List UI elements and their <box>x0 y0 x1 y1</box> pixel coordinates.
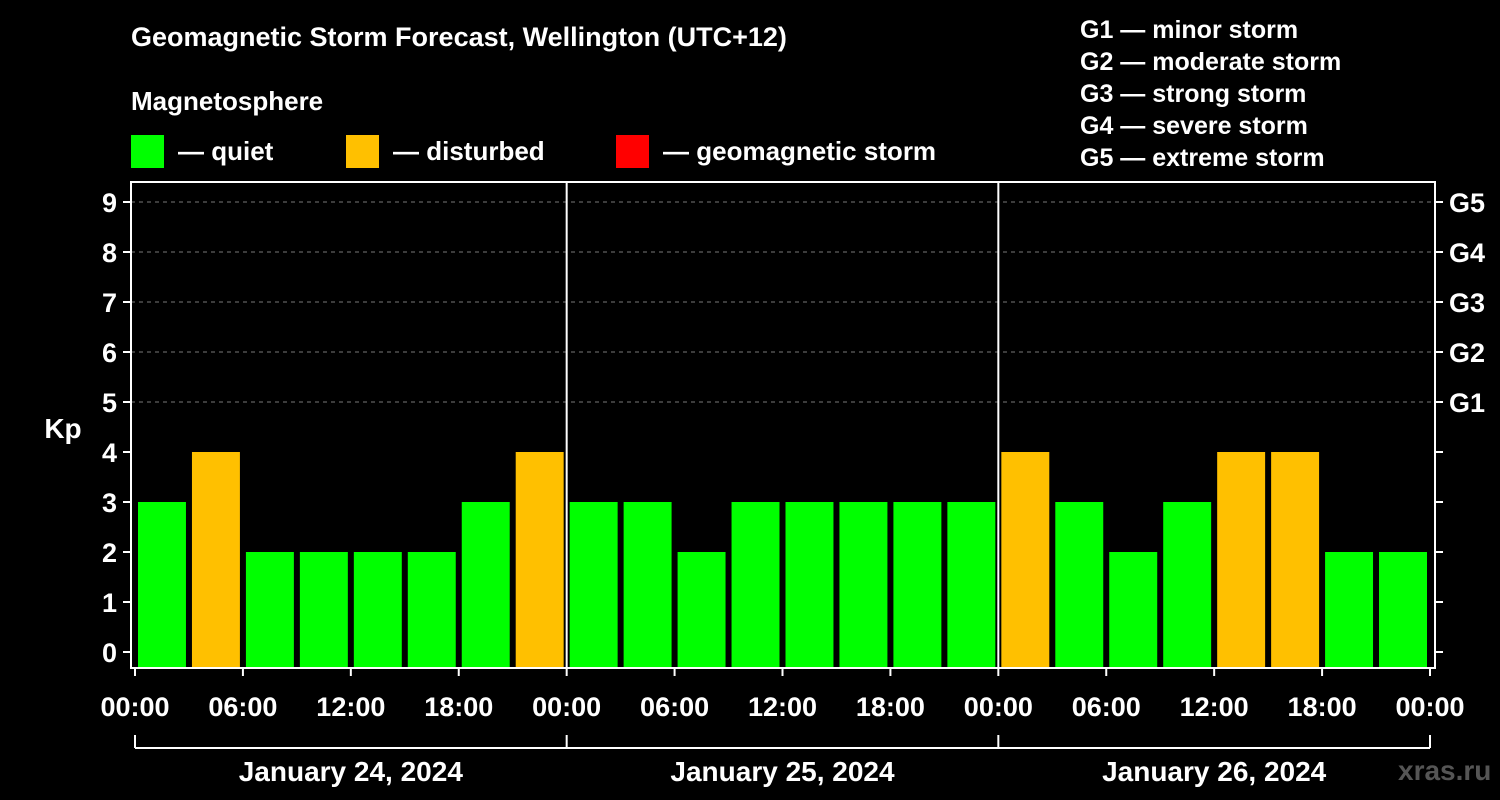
bar-kp <box>1109 552 1158 668</box>
bar-kp <box>1055 502 1104 668</box>
bar-kp <box>407 552 456 668</box>
y-tick-label: 1 <box>102 588 117 618</box>
bar-kp <box>785 502 834 668</box>
day-label: January 26, 2024 <box>1102 756 1327 787</box>
storm-level-label: G3 <box>1449 288 1485 318</box>
x-tick-label: 18:00 <box>856 692 925 722</box>
legend-storm: — geomagnetic storm <box>616 134 936 168</box>
bar-kp <box>731 502 780 668</box>
legend-heading: Magnetosphere <box>131 86 324 116</box>
bar-kp <box>1325 552 1374 668</box>
y-tick-label: 4 <box>102 438 117 468</box>
storm-level-label: G2 <box>1449 338 1485 368</box>
storm-scale-g1: G1 — minor storm <box>1080 16 1299 44</box>
bar-kp <box>623 502 672 668</box>
legend-quiet-swatch <box>131 134 164 168</box>
bar-kp <box>191 452 240 668</box>
bar-kp <box>353 552 402 668</box>
x-tick-label: 12:00 <box>316 692 385 722</box>
bar-kp <box>245 552 294 668</box>
x-tick-label: 00:00 <box>1395 692 1464 722</box>
y-axis-label: Kp <box>44 413 81 444</box>
x-tick-label: 06:00 <box>640 692 709 722</box>
bar-kp <box>299 552 348 668</box>
storm-scale-g3: G3 — strong storm <box>1080 80 1307 108</box>
y-tick-label: 6 <box>102 338 117 368</box>
x-tick-label: 18:00 <box>1288 692 1357 722</box>
storm-level-label: G4 <box>1449 238 1485 268</box>
day-label: January 24, 2024 <box>239 756 464 787</box>
bar-kp <box>515 452 564 668</box>
x-tick-label: 06:00 <box>208 692 277 722</box>
x-tick-label: 12:00 <box>1180 692 1249 722</box>
bar-kp <box>138 502 186 668</box>
bar-kp <box>893 502 942 668</box>
x-tick-label: 06:00 <box>1072 692 1141 722</box>
bar-kp <box>839 502 888 668</box>
bar-kp <box>461 502 510 668</box>
legend-quiet-label: — quiet <box>178 135 274 166</box>
x-tick-label: 00:00 <box>532 692 601 722</box>
x-tick-label: 00:00 <box>964 692 1033 722</box>
storm-level-label: G5 <box>1449 188 1485 218</box>
storm-scale-g5: G5 — extreme storm <box>1080 144 1325 172</box>
bar-kp <box>677 552 726 668</box>
x-tick-label: 12:00 <box>748 692 817 722</box>
legend-disturbed-swatch <box>346 134 379 168</box>
legend-quiet: — quiet <box>131 134 273 168</box>
storm-scale-g4: G4 — severe storm <box>1080 112 1308 140</box>
bar-kp <box>1217 452 1266 668</box>
storm-scale-g2: G2 — moderate storm <box>1080 48 1342 76</box>
y-tick-label: 8 <box>102 238 117 268</box>
day-label: January 25, 2024 <box>670 756 895 787</box>
bar-kp <box>1001 452 1050 668</box>
y-tick-label: 9 <box>102 188 117 218</box>
legend-storm-swatch <box>616 134 649 168</box>
legend-disturbed: — disturbed <box>346 134 545 168</box>
bar-kp <box>1271 452 1320 668</box>
y-tick-label: 7 <box>102 288 117 318</box>
legend-storm-label: — geomagnetic storm <box>663 135 937 166</box>
bar-kp <box>569 502 618 668</box>
storm-scale-list: G1 — minor storm G2 — moderate storm G3 … <box>1080 14 1341 174</box>
y-tick-label: 3 <box>102 488 117 518</box>
bar-kp <box>947 502 996 668</box>
storm-level-label: G1 <box>1449 388 1485 418</box>
y-tick-label: 2 <box>102 538 117 568</box>
legend-disturbed-label: — disturbed <box>393 135 545 166</box>
x-tick-label: 18:00 <box>424 692 493 722</box>
watermark: xras.ru <box>1398 755 1492 786</box>
bar-kp <box>1379 552 1427 668</box>
y-tick-label: 5 <box>102 388 117 418</box>
x-tick-label: 00:00 <box>100 692 169 722</box>
chart-title: Geomagnetic Storm Forecast, Wellington (… <box>131 22 787 52</box>
bar-kp <box>1163 502 1212 668</box>
y-tick-label: 0 <box>102 638 117 668</box>
